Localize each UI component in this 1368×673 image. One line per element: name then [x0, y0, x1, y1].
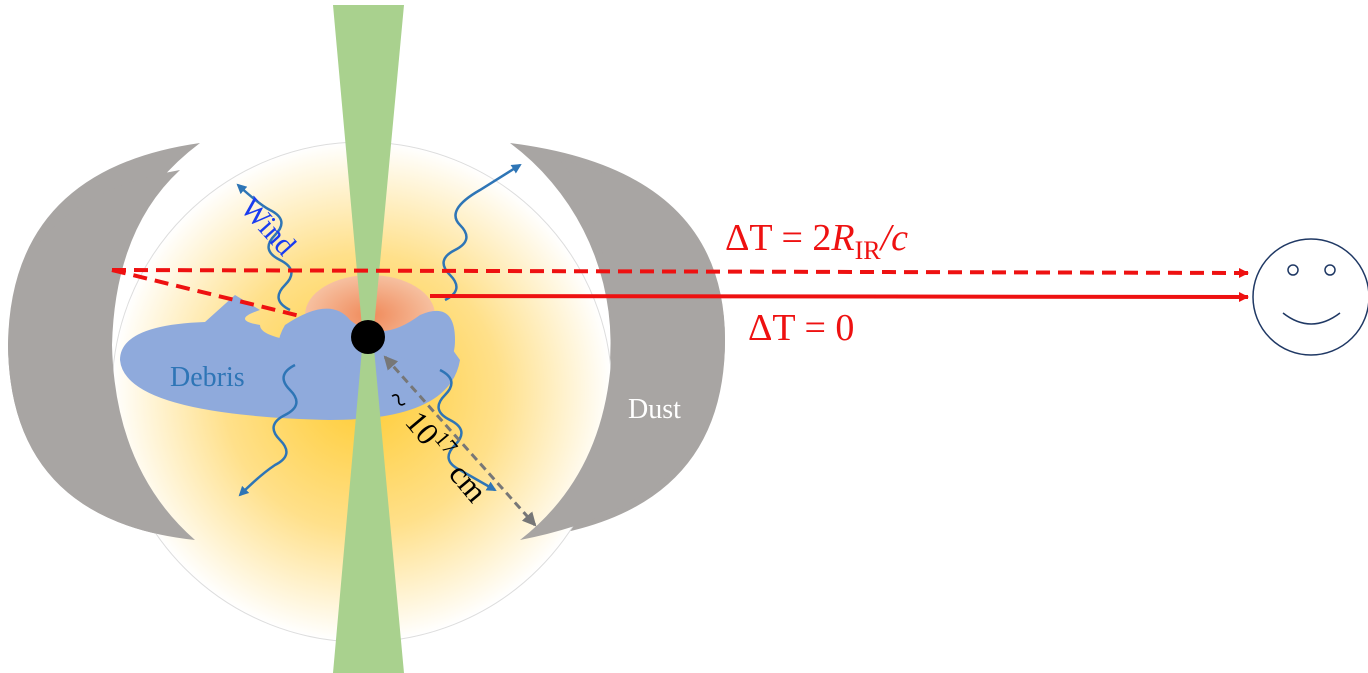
- diagram: Wind Debris Dust ΔT = 2RIR/c ΔT = 0 ~101…: [0, 0, 1368, 673]
- debris-label: Debris: [170, 362, 245, 393]
- black-hole: [351, 320, 385, 354]
- observer: [1253, 239, 1368, 355]
- delay-far-subscript: IR: [855, 236, 882, 265]
- delay-near: ΔT = 0: [748, 307, 854, 349]
- delay-far-prefix: ΔT = 2: [725, 217, 831, 259]
- delay-far: ΔT = 2RIR/c: [725, 217, 908, 265]
- delay-far-suffix: /c: [879, 217, 909, 259]
- delay-far-variable: R: [830, 217, 854, 259]
- dust-label: Dust: [628, 394, 681, 425]
- page: Wind Debris Dust ΔT = 2RIR/c ΔT = 0 ~101…: [0, 0, 1368, 673]
- near-path: [430, 296, 1248, 297]
